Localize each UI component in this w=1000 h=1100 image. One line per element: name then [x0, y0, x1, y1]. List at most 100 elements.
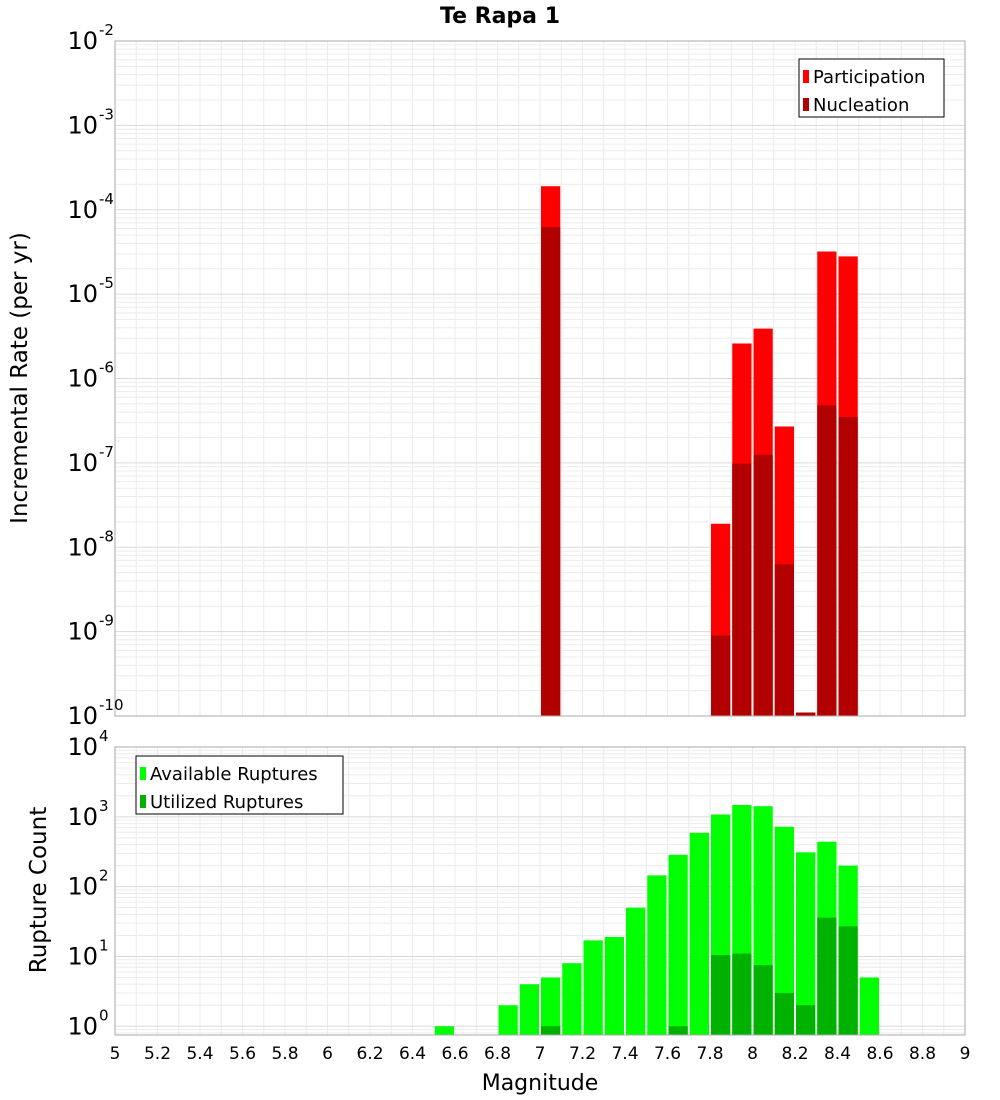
x-tick-label: 8 [747, 1044, 758, 1064]
bar-utilized-ruptures-7.85 [711, 954, 731, 1035]
y-tick-label: 10 -2 [67, 21, 114, 55]
bar-available-ruptures-7.55 [647, 875, 667, 1035]
y-tick-label: 10 1 [67, 936, 108, 970]
x-tick-label: 9 [960, 1044, 971, 1064]
legend-label: Utilized Ruptures [150, 792, 303, 813]
bar-available-ruptures-7.35 [604, 936, 624, 1035]
y-tick-label: 10 -5 [67, 274, 114, 308]
bottom-plot-border [114, 746, 966, 1036]
bar-nucleation-8.05 [753, 454, 773, 716]
bottom-grid [114, 746, 966, 1035]
x-tick-label: 6.6 [441, 1044, 468, 1064]
y-tick-exponent: 0 [99, 1006, 109, 1024]
top-plot-border [114, 40, 966, 717]
y-tick-base: 10 [67, 196, 98, 224]
legend-swatch [803, 98, 809, 111]
bottom-legend: Available Ruptures Utilized Ruptures [135, 755, 344, 815]
top-grid [114, 40, 966, 717]
bar-nucleation-7.05 [541, 227, 561, 716]
y-tick-exponent: 4 [99, 727, 109, 745]
bar-utilized-ruptures-8.45 [838, 926, 858, 1035]
x-tick-label: 7.4 [611, 1044, 638, 1064]
bar-available-ruptures-8.15 [774, 826, 794, 1035]
x-tick-label: 6 [322, 1044, 333, 1064]
bar-available-ruptures-6.95 [519, 984, 539, 1035]
bar-utilized-ruptures-7.65 [668, 1026, 688, 1035]
x-tick-labels: 5 5.2 5.4 5.6 5.8 6 6.2 6.4 6.6 6.8 7 7.2 7.4 7.6 7.8 8… [110, 1044, 971, 1064]
y-tick-base: 10 [67, 111, 98, 139]
x-tick-label: 8.8 [909, 1044, 936, 1064]
bar-nucleation-8.45 [838, 416, 858, 716]
bar-available-ruptures-6.85 [498, 1005, 518, 1035]
y-tick-exponent: -10 [99, 696, 124, 714]
y-tick-base: 10 [67, 533, 98, 561]
y-tick-label: 10 -10 [67, 696, 123, 730]
y-tick-exponent: 2 [99, 867, 109, 885]
legend-box [798, 58, 945, 118]
bar-utilized-ruptures-7.95 [732, 953, 752, 1035]
legend-label: Nucleation [813, 95, 909, 116]
top-legend: Participation Nucleation [798, 58, 945, 118]
y-tick-label: 10 4 [67, 727, 108, 761]
bar-nucleation-8.35 [817, 405, 837, 716]
y-tick-exponent: -6 [99, 359, 114, 377]
x-tick-label: 8.4 [824, 1044, 851, 1064]
y-tick-label: 10 -3 [67, 105, 114, 139]
x-tick-label: 5 [110, 1044, 121, 1064]
y-tick-label: 10 3 [67, 797, 108, 831]
bar-nucleation-8.15 [774, 564, 794, 716]
bottom-y-axis-label: Rupture Count [26, 807, 52, 973]
y-tick-base: 10 [67, 873, 98, 901]
x-tick-label: 7.2 [569, 1044, 596, 1064]
x-tick-label: 6.2 [356, 1044, 383, 1064]
y-tick-base: 10 [67, 365, 98, 393]
x-tick-label: 7.8 [696, 1044, 723, 1064]
bar-available-ruptures-7.65 [668, 854, 688, 1035]
y-tick-exponent: -3 [99, 105, 114, 123]
y-tick-base: 10 [67, 733, 98, 761]
y-tick-exponent: -9 [99, 612, 114, 630]
bar-available-ruptures-7.45 [626, 907, 646, 1035]
y-tick-base: 10 [67, 942, 98, 970]
x-axis-label: Magnitude [482, 1071, 599, 1096]
bar-nucleation-8.25 [796, 712, 816, 716]
x-tick-label: 6.4 [399, 1044, 426, 1064]
legend-label: Available Ruptures [150, 764, 318, 785]
bar-nucleation-7.95 [732, 463, 752, 716]
y-tick-exponent: -5 [99, 274, 114, 292]
bar-available-ruptures-7.05 [541, 977, 561, 1035]
y-tick-exponent: -2 [99, 21, 114, 39]
y-tick-base: 10 [67, 803, 98, 831]
bar-utilized-ruptures-8.05 [753, 965, 773, 1035]
y-tick-base: 10 [67, 27, 98, 55]
bar-available-ruptures-7.25 [583, 940, 603, 1035]
top-bars [541, 186, 858, 716]
bar-utilized-ruptures-7.05 [541, 1026, 561, 1035]
y-tick-exponent: -4 [99, 190, 114, 208]
bar-available-ruptures-7.75 [689, 832, 709, 1035]
bar-available-ruptures-8.55 [859, 977, 879, 1035]
y-tick-label: 10 0 [67, 1006, 108, 1040]
x-tick-label: 5.6 [229, 1044, 256, 1064]
bottom-bars [434, 804, 879, 1035]
x-tick-label: 6.8 [484, 1044, 511, 1064]
legend-swatch [140, 767, 146, 780]
x-tick-label: 5.8 [271, 1044, 298, 1064]
y-tick-exponent: 3 [99, 797, 109, 815]
y-tick-label: 10 -9 [67, 612, 114, 646]
legend-swatch [803, 70, 809, 83]
bar-available-ruptures-8.25 [796, 852, 816, 1035]
y-tick-exponent: -7 [99, 443, 114, 461]
chart-title: Te Rapa 1 [440, 4, 560, 29]
bar-available-ruptures-7.15 [562, 963, 582, 1035]
x-tick-label: 8.2 [781, 1044, 808, 1064]
bar-nucleation-7.85 [711, 635, 731, 716]
y-tick-base: 10 [67, 280, 98, 308]
x-tick-label: 7.6 [654, 1044, 681, 1064]
y-tick-label: 10 2 [67, 867, 108, 901]
y-tick-label: 10 -7 [67, 443, 114, 477]
legend-swatch [140, 795, 146, 808]
